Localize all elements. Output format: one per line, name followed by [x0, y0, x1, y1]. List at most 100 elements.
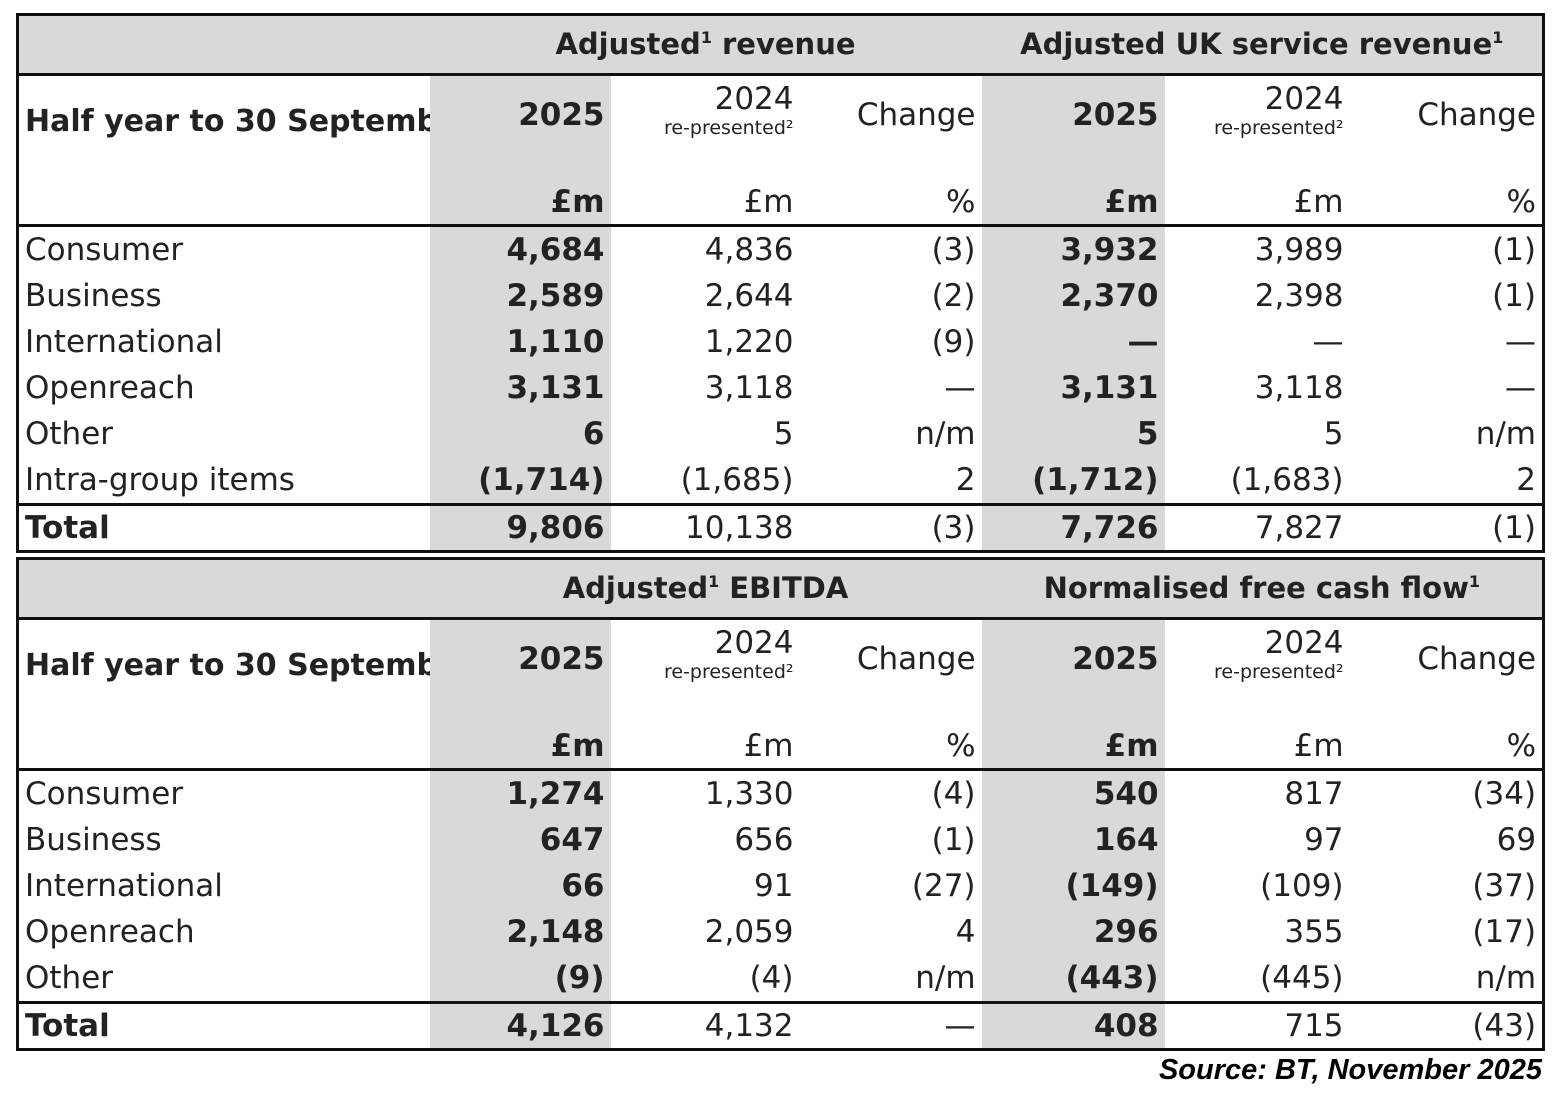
column-unit: £m	[743, 184, 794, 220]
value-cell: 1,220	[704, 323, 794, 360]
row-label: Openreach	[25, 913, 195, 950]
column-note: re-presented²	[1213, 117, 1344, 139]
table-row: Business 2,589 2,644 (2) 2,370 2,398 (1)	[18, 273, 1544, 319]
column-unit: £m	[1104, 184, 1159, 220]
value-cell: —	[1312, 323, 1344, 360]
value-cell: (149)	[981, 863, 1165, 909]
value-cell: 3,131	[981, 365, 1165, 411]
group-header: Adjusted UK service revenue1	[981, 14, 1544, 76]
value-cell: (1)	[1492, 231, 1536, 268]
column-header-row: Half year to 30 September 2025 £m 2024 re-pr…	[17, 618, 1544, 771]
value-cell: (1)	[931, 821, 976, 858]
group-header-row: Adjusted1 EBITDA Normalised free cash flo…	[17, 558, 1544, 620]
value-cell: 4,132	[610, 1001, 800, 1050]
group-header: Normalised free cash flow1	[981, 558, 1544, 620]
value-cell: 3,118	[1254, 369, 1344, 406]
row-label: Total	[17, 1001, 430, 1050]
group-header-text: Normalised free cash flow	[1043, 571, 1469, 606]
table-row: Other 6 5 n/m 5 5 n/m	[18, 411, 1544, 457]
value-cell: 91	[754, 867, 794, 904]
value-cell: (1)	[1349, 503, 1544, 552]
column-year: 2024	[714, 625, 794, 661]
column-year: Change	[1417, 97, 1536, 133]
table-row: Other (9) (4) n/m (443) (445) n/m	[18, 955, 1544, 1003]
row-header-label: Half year to 30 September	[17, 618, 473, 771]
footnote-marker: 1	[700, 27, 712, 47]
value-cell: (17)	[1472, 913, 1537, 950]
value-cell: (443)	[981, 955, 1165, 1003]
value-cell: 2,644	[704, 277, 794, 314]
column-year: 2025	[1072, 97, 1159, 133]
value-cell: —	[944, 369, 976, 406]
value-cell: (109)	[1260, 867, 1344, 904]
value-cell: 647	[429, 817, 611, 863]
column-year: 2025	[1072, 641, 1159, 677]
value-cell: 3,989	[1254, 231, 1344, 268]
value-cell: n/m	[1475, 959, 1537, 996]
value-cell: 9,806	[429, 503, 611, 552]
column-header: 2025 £m	[981, 618, 1165, 771]
column-note: re-presented²	[663, 117, 794, 139]
value-cell: 1,274	[429, 769, 611, 817]
column-year: Change	[856, 641, 976, 677]
value-cell: 66	[429, 863, 611, 909]
value-cell: 2,370	[981, 273, 1165, 319]
column-header: 2024 re-presented² £m	[610, 618, 800, 771]
row-label: International	[25, 867, 223, 904]
column-year: Change	[1417, 641, 1537, 677]
value-cell: (9)	[429, 955, 611, 1003]
value-cell: 3,118	[704, 369, 794, 406]
group-header-text: revenue	[711, 27, 856, 62]
value-cell: 2,589	[429, 273, 611, 319]
column-header: 2025 £m	[429, 618, 611, 771]
group-header-row: Adjusted1 revenue Adjusted UK service rev…	[17, 14, 1544, 76]
column-header: 2025 £m	[429, 74, 611, 227]
value-cell: 355	[1284, 913, 1344, 950]
value-cell: 4	[955, 913, 976, 950]
value-cell: (445)	[1260, 959, 1344, 996]
column-unit: %	[946, 184, 976, 220]
value-cell: 2,148	[429, 909, 611, 955]
value-cell: 2,398	[1254, 277, 1344, 314]
table-row: International 1,110 1,220 (9) — — —	[18, 319, 1544, 365]
value-cell: 3,131	[429, 365, 611, 411]
column-header: Change%	[799, 74, 982, 227]
value-cell: (37)	[1472, 867, 1537, 904]
row-label: Consumer	[25, 231, 184, 268]
table-row: Consumer 1,274 1,330 (4) 540 817 (34)	[18, 769, 1544, 817]
value-cell: (4)	[931, 775, 976, 812]
value-cell: 69	[1496, 821, 1537, 858]
table-row: Business 647 656 (1) 164 97 69	[18, 817, 1544, 863]
total-row: Total 9,806 10,138 (3) 7,726 7,827 (1)	[17, 503, 1544, 552]
value-cell: 4,126	[429, 1001, 611, 1050]
row-label: Business	[25, 277, 162, 314]
row-label: Other	[25, 959, 114, 996]
group-header-text: EBITDA	[719, 571, 849, 606]
revenue-table: Adjusted1 revenue Adjusted UK service rev…	[16, 13, 1545, 553]
row-label: Intra-group items	[25, 461, 295, 498]
value-cell: 5	[981, 411, 1165, 457]
value-cell: 5	[1323, 415, 1344, 452]
column-year: Change	[856, 97, 976, 133]
value-cell: (3)	[799, 503, 982, 552]
table-row: Openreach 2,148 2,059 4 296 355 (17)	[18, 909, 1544, 955]
column-unit: %	[1506, 184, 1536, 220]
column-unit: %	[1506, 728, 1537, 764]
column-year: 2025	[518, 97, 605, 133]
column-year: 2024	[714, 81, 794, 117]
value-cell: n/m	[915, 415, 976, 452]
value-cell: 2	[955, 461, 976, 498]
column-unit: £m	[550, 728, 605, 764]
total-row: Total 4,126 4,132—408 715 (43)	[17, 1001, 1544, 1050]
value-cell: 1,330	[704, 775, 794, 812]
value-cell: 817	[1284, 775, 1344, 812]
value-cell: 4,684	[429, 225, 611, 273]
table-row: Openreach 3,131 3,118—3,131 3,118—	[18, 365, 1544, 411]
value-cell: 10,138	[610, 503, 800, 552]
column-unit: £m	[1293, 728, 1344, 764]
group-header-text: Adjusted UK service revenue	[1020, 27, 1493, 62]
value-cell: (27)	[911, 867, 976, 904]
column-year: 2024	[1264, 81, 1344, 117]
value-cell: 6	[429, 411, 611, 457]
table-row: Intra-group items (1,714) (1,685) 2 (1,712)(…	[18, 457, 1544, 505]
